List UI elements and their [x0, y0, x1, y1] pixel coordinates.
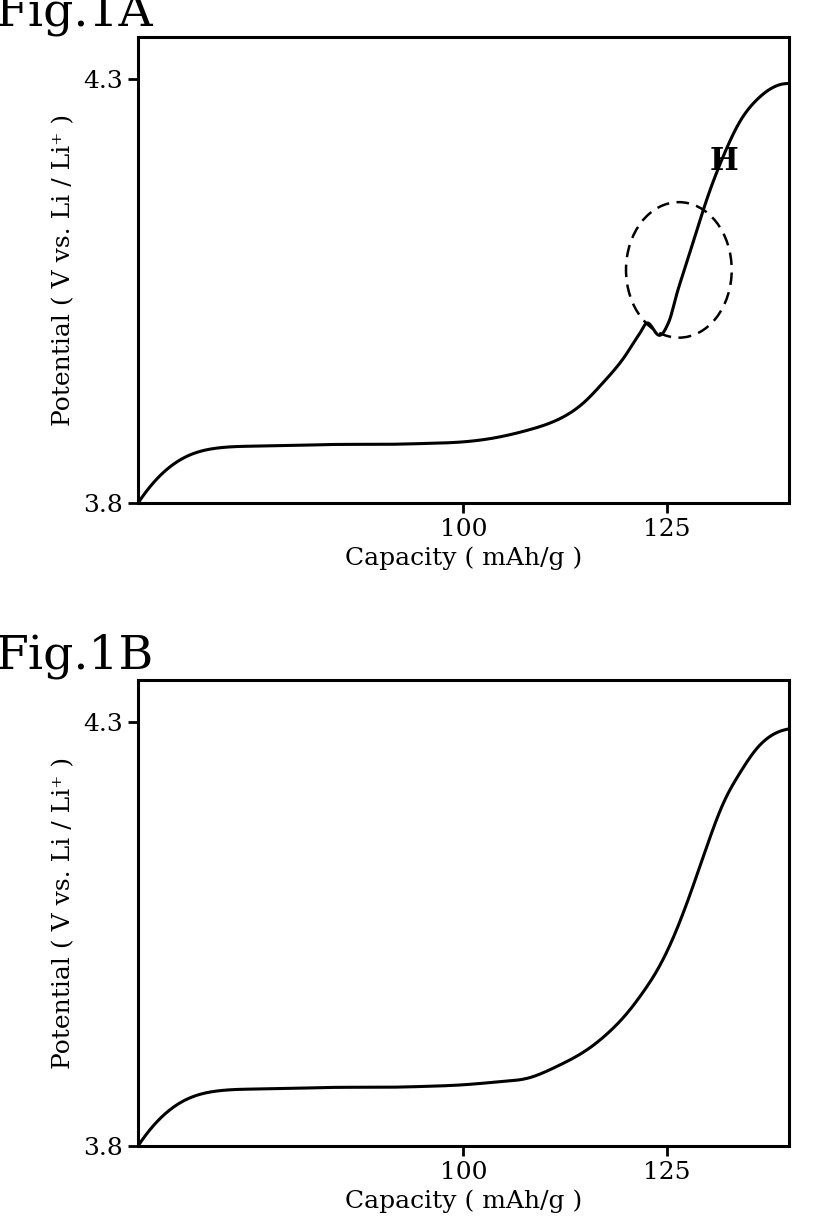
X-axis label: Capacity ( mAh/g ): Capacity ( mAh/g ) — [345, 547, 582, 570]
Y-axis label: Potential ( V vs. Li / Li⁺ ): Potential ( V vs. Li / Li⁺ ) — [52, 113, 75, 426]
Text: H: H — [709, 145, 738, 176]
X-axis label: Capacity ( mAh/g ): Capacity ( mAh/g ) — [345, 1190, 582, 1214]
Text: Fig.1B: Fig.1B — [0, 633, 154, 679]
Text: Fig.1A: Fig.1A — [0, 0, 153, 36]
Y-axis label: Potential ( V vs. Li / Li⁺ ): Potential ( V vs. Li / Li⁺ ) — [52, 756, 75, 1069]
